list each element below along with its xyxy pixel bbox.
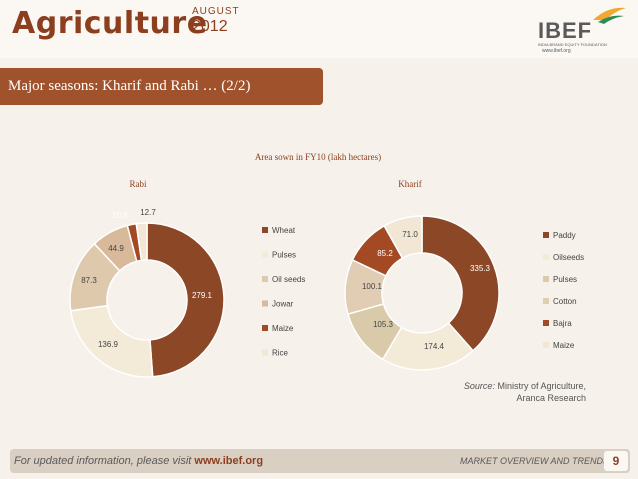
legend-label-kharif-3: Cotton (553, 297, 577, 306)
legend-swatch-kharif-1 (543, 254, 549, 260)
data-label-rabi-5: 12.7 (140, 208, 156, 217)
logo-text: IBEF (538, 18, 593, 43)
legend-label-kharif-5: Maize (553, 341, 575, 350)
slice-rabi-rice (135, 222, 148, 262)
data-label-kharif-4: 85.2 (377, 249, 393, 258)
legend-swatch-kharif-0 (543, 232, 549, 238)
footer-link[interactable]: www.ibef.org (194, 455, 264, 467)
legend-swatch-kharif-4 (543, 320, 549, 326)
data-label-rabi-2: 87.3 (81, 276, 97, 285)
month-label: AUGUST (192, 6, 240, 17)
legend-swatch-rabi-4 (262, 325, 268, 331)
footer-section: MARKET OVERVIEW AND TRENDS (460, 456, 610, 466)
chart-title: Area sown in FY10 (lakh hectares) (255, 152, 381, 162)
legend-swatch-rabi-2 (262, 276, 268, 282)
legend-label-kharif-0: Paddy (553, 231, 576, 240)
bird-icon (593, 7, 626, 24)
legend-label-kharif-4: Bajra (553, 319, 572, 328)
data-label-rabi-0: 279.1 (192, 291, 213, 300)
slice-kharif-maize (383, 215, 423, 260)
slide-title: Major seasons: Kharif and Rabi … (2/2) (8, 78, 251, 94)
legend-label-rabi-2: Oil seeds (272, 275, 305, 284)
legend-label-rabi-4: Maize (272, 324, 294, 333)
chart-area: Area sown in FY10 (lakh hectares) 279.1 1… (69, 152, 584, 378)
legend-swatch-rabi-1 (262, 251, 268, 258)
logo-url: www.ibef.org (542, 48, 571, 54)
chart-name-kharif: Kharif (398, 179, 422, 189)
page-number: 9 (604, 451, 628, 471)
legend-swatch-rabi-3 (262, 300, 268, 307)
data-label-kharif-1: 174.4 (424, 342, 445, 351)
legend-label-rabi-1: Pulses (272, 251, 296, 260)
legend-swatch-kharif-5 (543, 342, 549, 348)
legend-label-kharif-1: Oilseeds (553, 253, 584, 262)
footer: For updated information, please visit ww… (10, 449, 630, 473)
legend-label-rabi-3: Jowar (272, 300, 294, 309)
data-label-kharif-5: 71.0 (402, 230, 418, 239)
data-label-rabi-4: 10.8 (112, 211, 128, 220)
footer-visit-text: For updated information, please visit ww… (14, 455, 263, 467)
slice-kharif-paddy (421, 215, 500, 352)
legend-swatch-rabi-0 (262, 227, 268, 233)
slice-rabi-wheat (146, 222, 225, 378)
legend-label-rabi-0: Wheat (272, 226, 296, 235)
source-text: Ministry of Agriculture, Aranca Research (497, 381, 586, 403)
data-label-kharif-3: 100.1 (362, 282, 383, 291)
legend-swatch-kharif-3 (543, 298, 549, 304)
legend-swatch-rabi-5 (262, 349, 268, 356)
ibef-logo: IBEF INDIA BRAND EQUITY FOUNDATION www.i… (538, 6, 628, 56)
data-label-rabi-1: 136.9 (98, 340, 119, 349)
year-label: 2012 (192, 18, 228, 35)
legend-label-kharif-2: Pulses (553, 275, 577, 284)
source-note: Source: Ministry of Agriculture, Aranca … (440, 380, 586, 404)
source-prefix: Source: (463, 381, 495, 391)
chart-name-rabi: Rabi (130, 179, 147, 189)
data-label-kharif-0: 335.3 (470, 264, 491, 273)
data-label-rabi-3: 44.9 (108, 244, 124, 253)
header: Agriculture AUGUST 2012 IBEF INDIA BRAND… (0, 0, 638, 58)
data-label-kharif-2: 105.3 (373, 320, 394, 329)
brand-title: Agriculture (12, 6, 208, 41)
footer-prefix: For updated information, please visit (14, 455, 192, 467)
legend-label-rabi-5: Rice (272, 349, 289, 358)
slide-title-bar: Major seasons: Kharif and Rabi … (2/2) (0, 68, 323, 105)
logo-subtitle: INDIA BRAND EQUITY FOUNDATION (538, 42, 607, 47)
legend-swatch-kharif-2 (543, 276, 549, 282)
